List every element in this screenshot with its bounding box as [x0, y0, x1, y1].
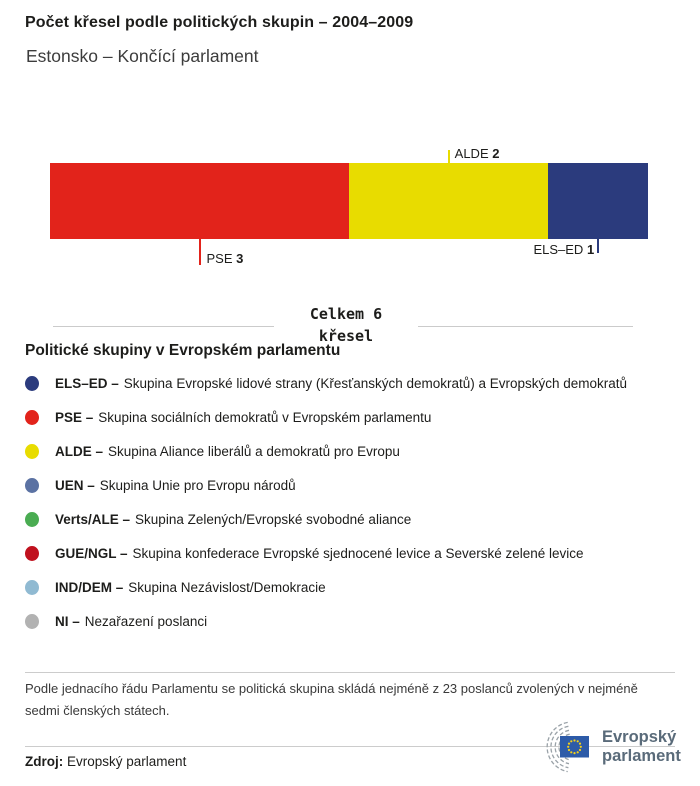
total-seats-label: Celkem 6 křesel [274, 303, 418, 347]
gue-ngl-color-dot [25, 545, 39, 561]
legend-desc: Skupina Aliance liberálů a demokratů pro… [108, 443, 400, 459]
legend-item-ind-dem: IND/DEM – Skupina Nezávislost/Demokracie [25, 570, 685, 604]
source-label: Zdroj: [25, 754, 64, 769]
bar-label-pse: PSE 3 [206, 251, 244, 266]
legend-abbr: UEN – [55, 477, 95, 493]
bar-segment-els-ed [548, 163, 648, 239]
footnote-text: Podle jednacího řádu Parlamentu se polit… [25, 681, 638, 718]
hemicycle-eu-flag-icon [546, 721, 589, 773]
legend-abbr: NI – [55, 613, 80, 629]
legend-abbr: ALDE – [55, 443, 104, 459]
legend-abbr: Verts/ALE – [55, 511, 131, 527]
tick-els-ed [597, 239, 600, 253]
logo-wordmark: Evropský parlament [602, 728, 681, 766]
legend-abbr: ELS–ED – [55, 375, 119, 391]
total-seats-line1: Celkem 6 [309, 305, 383, 323]
source-line: Zdroj: Evropský parlament [25, 754, 186, 769]
legend-item-pse: PSE – Skupina sociálních demokratů v Evro… [25, 400, 685, 434]
els-ed-color-dot [25, 375, 39, 391]
legend-list: ELS–ED – Skupina Evropské lidové strany (… [25, 366, 685, 638]
alde-color-dot [25, 443, 39, 459]
seat-bar-chart: PSE 3 ALDE 2 ELS–ED 1 [50, 146, 648, 266]
legend-heading: Politické skupiny v Evropském parlamentu [25, 342, 341, 359]
legend-item-gue-ngl: GUE/NGL – Skupina konfederace Evropské sj… [25, 536, 685, 570]
page-subtitle: Estonsko – Končící parlament [26, 46, 259, 66]
legend-abbr: IND/DEM – [55, 579, 124, 595]
uen-color-dot [25, 477, 39, 493]
legend-item-verts-ale: Verts/ALE – Skupina Zelených/Evropské svo… [25, 502, 685, 536]
page-title: Počet křesel podle politických skupin – … [25, 14, 414, 31]
european-parliament-logo: Evropský parlament [526, 720, 681, 774]
legend-desc: Skupina konfederace Evropské sjednocené … [132, 545, 584, 561]
logo-line2: parlament [602, 747, 681, 765]
tick-pse [198, 239, 201, 265]
legend-item-alde: ALDE – Skupina Aliance liberálů a demokra… [25, 434, 685, 468]
logo-line1: Evropský [602, 728, 677, 746]
legend-item-uen: UEN – Skupina Unie pro Evropu národů [25, 468, 685, 502]
legend-item-els-ed: ELS–ED – Skupina Evropské lidové strany (… [25, 366, 685, 400]
legend-desc: Skupina sociálních demokratů v Evropském… [98, 409, 432, 425]
legend-desc: Skupina Evropské lidové strany (Křesťans… [123, 375, 628, 391]
bar-segment-alde [349, 163, 549, 239]
ind-dem-color-dot [25, 579, 39, 595]
total-divider-left [53, 326, 274, 327]
total-divider-right [418, 326, 633, 327]
bar-label-els-ed: ELS–ED 1 [533, 242, 595, 257]
tick-alde [447, 150, 450, 163]
pse-color-dot [25, 409, 39, 425]
legend-desc: Skupina Nezávislost/Demokracie [128, 579, 326, 595]
source-value: Evropský parlament [67, 754, 187, 769]
verts-ale-color-dot [25, 511, 39, 527]
ni-color-dot [25, 613, 39, 629]
bar-segment-pse [50, 163, 349, 239]
legend-desc: Nezařazení poslanci [84, 613, 208, 629]
legend-abbr: PSE – [55, 409, 94, 425]
bar-label-alde: ALDE 2 [454, 146, 500, 161]
legend-abbr: GUE/NGL – [55, 545, 128, 561]
footnote-divider-bottom [25, 746, 675, 747]
footnote-divider-top [25, 672, 675, 673]
legend-item-ni: NI – Nezařazení poslanci [25, 604, 685, 638]
legend-desc: Skupina Zelených/Evropské svobodné alian… [135, 511, 412, 527]
legend-desc: Skupina Unie pro Evropu národů [99, 477, 296, 493]
total-seats-line2: křesel [318, 327, 374, 345]
